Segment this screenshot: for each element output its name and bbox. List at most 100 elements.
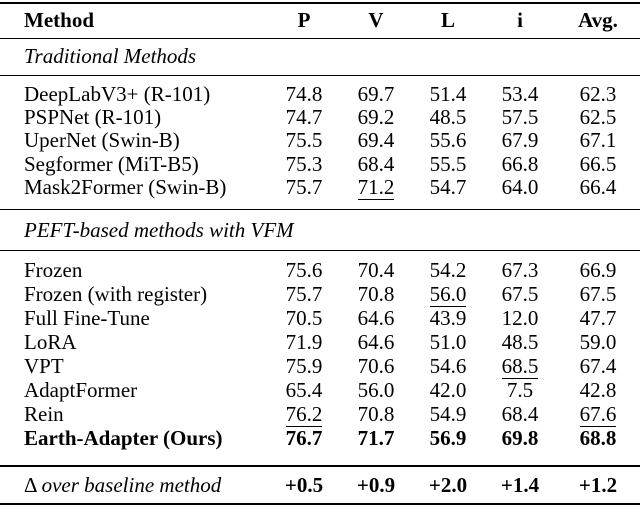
delta-symbol: Δ xyxy=(24,472,37,497)
value-cell: 68.8 xyxy=(579,426,617,451)
top-rule xyxy=(0,2,640,4)
value-cell: 67.5 xyxy=(579,282,617,307)
value-cell: 68.4 xyxy=(357,151,395,176)
table-row: UperNet (Swin-B) 75.5 69.4 55.6 67.9 67.1 xyxy=(0,128,640,153)
value-cell: 42.8 xyxy=(579,378,617,403)
value-cell: 64.6 xyxy=(357,306,395,331)
bottom-rule xyxy=(0,503,640,506)
delta-value-i: +1.4 xyxy=(500,472,540,497)
column-header-avg: Avg. xyxy=(578,8,618,33)
value-cell: 62.5 xyxy=(579,104,617,129)
value-cell: 70.8 xyxy=(357,282,395,307)
value-cell: 70.5 xyxy=(285,306,323,331)
value-cell: 68.5 xyxy=(501,354,539,380)
value-cell: 70.8 xyxy=(357,402,395,427)
value-cell: 54.6 xyxy=(429,354,467,379)
delta-label-text: over baseline method xyxy=(41,472,222,497)
method-name: LoRA xyxy=(24,330,77,355)
value-cell: 68.4 xyxy=(501,402,539,427)
delta-value-avg: +1.2 xyxy=(578,472,618,497)
value-cell: 56.0 xyxy=(429,282,467,308)
table-header-row: Method P V L i Avg. xyxy=(0,4,640,38)
value-cell: 55.6 xyxy=(429,128,467,153)
value-cell: 55.5 xyxy=(429,151,467,176)
value-cell: 64.0 xyxy=(501,175,539,200)
value-cell: 42.0 xyxy=(429,378,467,403)
column-header-l: L xyxy=(440,8,455,33)
header-rule xyxy=(0,37,640,39)
table-row: DeepLabV3+ (R-101) 74.8 69.7 51.4 53.4 62.3 xyxy=(0,81,640,106)
value-cell: 51.4 xyxy=(429,81,467,106)
value-cell: 75.7 xyxy=(285,175,323,200)
value-cell: 54.9 xyxy=(429,402,467,427)
value-cell: 71.9 xyxy=(285,330,323,355)
table-row: AdaptFormer 65.4 56.0 42.0 7.5 42.8 xyxy=(0,378,640,402)
table-row: Frozen 75.6 70.4 54.2 67.3 66.9 xyxy=(0,258,640,282)
value-cell: 75.7 xyxy=(285,282,323,307)
section-body-traditional-methods: DeepLabV3+ (R-101) 74.8 69.7 51.4 53.4 62.3 PS… xyxy=(0,76,640,209)
value-cell: 69.8 xyxy=(501,426,539,451)
method-name: Full Fine-Tune xyxy=(24,306,150,331)
delta-rule xyxy=(0,465,640,467)
section1-top-rule xyxy=(0,74,640,76)
value-cell: 7.5 xyxy=(506,378,534,403)
value-cell: 69.7 xyxy=(357,81,395,106)
value-cell: 43.9 xyxy=(429,306,467,331)
value-cell: 54.2 xyxy=(429,258,467,283)
table-row: Full Fine-Tune 70.5 64.6 43.9 12.0 47.7 xyxy=(0,306,640,330)
section-divider-rule xyxy=(0,208,640,211)
delta-row: Δ over baseline method +0.5 +0.9 +2.0 +1… xyxy=(0,467,640,504)
method-name: Earth-Adapter (Ours) xyxy=(24,426,223,451)
method-name: Frozen xyxy=(24,258,83,283)
value-cell: 47.7 xyxy=(579,306,617,331)
section-title-peft-methods: PEFT-based methods with VFM xyxy=(24,217,294,242)
column-header-p: P xyxy=(297,8,311,33)
value-cell: 69.2 xyxy=(357,104,395,129)
table-row: Rein 76.2 70.8 54.9 68.4 67.6 xyxy=(0,402,640,428)
delta-value-l: +2.0 xyxy=(428,472,468,497)
value-cell: 76.2 xyxy=(285,402,323,428)
value-cell: 66.8 xyxy=(501,151,539,176)
value-cell: 48.5 xyxy=(501,330,539,355)
value-cell: 67.3 xyxy=(501,258,539,283)
method-name: Mask2Former (Swin-B) xyxy=(24,175,227,200)
value-cell: 70.6 xyxy=(357,354,395,379)
value-cell: 67.6 xyxy=(579,402,617,428)
value-cell: 75.3 xyxy=(285,151,323,176)
value-cell: 56.0 xyxy=(357,378,395,403)
table-row: Segformer (MiT-B5) 75.3 68.4 55.5 66.8 66.5 xyxy=(0,151,640,176)
value-cell: 54.7 xyxy=(429,175,467,200)
delta-row-label: Δ over baseline method xyxy=(0,473,268,498)
table-row: Earth-Adapter (Ours) 76.7 71.7 56.9 69.8 68.8 xyxy=(0,426,640,450)
method-name: VPT xyxy=(24,354,64,379)
value-cell: 66.5 xyxy=(579,151,617,176)
value-cell: 56.9 xyxy=(429,426,467,451)
value-cell: 66.4 xyxy=(579,175,617,200)
table-row: Mask2Former (Swin-B) 75.7 71.2 54.7 64.0 66.4 xyxy=(0,175,640,201)
table-row: PSPNet (R-101) 74.7 69.2 48.5 57.5 62.5 xyxy=(0,104,640,129)
delta-value-p: +0.5 xyxy=(284,472,324,497)
section-body-peft-methods: Frozen 75.6 70.4 54.2 67.3 66.9 Frozen (with r… xyxy=(0,251,640,465)
value-cell: 62.3 xyxy=(579,81,617,106)
method-name: Segformer (MiT-B5) xyxy=(24,151,199,176)
value-cell: 74.7 xyxy=(285,104,323,129)
value-cell: 70.4 xyxy=(357,258,395,283)
value-cell: 51.0 xyxy=(429,330,467,355)
value-cell: 76.7 xyxy=(285,426,323,451)
value-cell: 65.4 xyxy=(285,378,323,403)
column-header-v: V xyxy=(368,8,384,33)
section-title-traditional-methods: Traditional Methods xyxy=(24,44,197,69)
section2-top-rule xyxy=(0,249,640,252)
value-cell: 67.4 xyxy=(579,354,617,379)
value-cell: 69.4 xyxy=(357,128,395,153)
delta-value-v: +0.9 xyxy=(356,472,396,497)
value-cell: 75.9 xyxy=(285,354,323,379)
method-name: DeepLabV3+ (R-101) xyxy=(24,81,211,106)
value-cell: 74.8 xyxy=(285,81,323,106)
value-cell: 75.5 xyxy=(285,128,323,153)
value-cell: 67.1 xyxy=(579,128,617,153)
column-header-method: Method xyxy=(24,8,94,33)
value-cell: 67.5 xyxy=(501,282,539,307)
value-cell: 67.9 xyxy=(501,128,539,153)
